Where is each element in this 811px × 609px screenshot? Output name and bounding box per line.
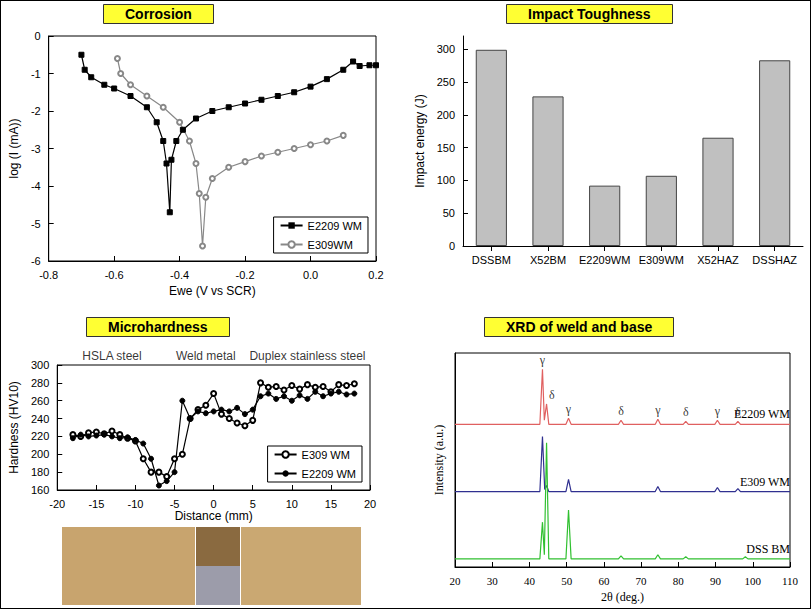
- svg-text:Duplex stainless steel: Duplex stainless steel: [249, 349, 365, 363]
- svg-text:Intensity (a.u.): Intensity (a.u.): [432, 425, 446, 495]
- svg-text:log (I (mA)): log (I (mA)): [7, 118, 21, 178]
- svg-text:240: 240: [31, 413, 49, 425]
- svg-text:γ: γ: [654, 403, 661, 417]
- svg-text:Corrosion: Corrosion: [125, 6, 192, 22]
- svg-text:30: 30: [487, 575, 499, 587]
- svg-text:-1: -1: [31, 68, 41, 80]
- svg-text:DSS BM: DSS BM: [746, 542, 790, 556]
- svg-text:0: 0: [449, 240, 455, 252]
- svg-text:300: 300: [437, 43, 455, 55]
- svg-text:DSSBM: DSSBM: [472, 254, 511, 266]
- svg-text:5: 5: [250, 498, 256, 510]
- svg-text:-15: -15: [88, 498, 104, 510]
- svg-text:γ: γ: [539, 353, 546, 367]
- svg-text:0: 0: [35, 30, 41, 42]
- svg-text:2θ (deg.): 2θ (deg.): [601, 590, 644, 604]
- svg-text:200: 200: [31, 448, 49, 460]
- svg-text:20: 20: [364, 498, 376, 510]
- svg-text:90: 90: [710, 575, 722, 587]
- svg-text:XRD of weld and base: XRD of weld and base: [506, 319, 652, 335]
- svg-text:300: 300: [31, 359, 49, 371]
- svg-text:-4: -4: [31, 180, 41, 192]
- svg-text:0: 0: [211, 498, 217, 510]
- svg-text:0.0: 0.0: [303, 269, 318, 281]
- svg-text:80: 80: [673, 575, 685, 587]
- svg-text:DSSHAZ: DSSHAZ: [752, 254, 797, 266]
- svg-text:Ewe (V vs SCR): Ewe (V vs SCR): [169, 284, 256, 298]
- svg-text:180: 180: [31, 466, 49, 478]
- svg-text:HSLA steel: HSLA steel: [82, 349, 141, 363]
- svg-text:-5: -5: [170, 498, 180, 510]
- svg-text:-6: -6: [31, 255, 41, 267]
- svg-text:100: 100: [437, 174, 455, 186]
- svg-text:70: 70: [636, 575, 648, 587]
- svg-text:-0.2: -0.2: [236, 269, 255, 281]
- svg-text:E309 WM: E309 WM: [302, 449, 350, 461]
- svg-text:E2209 WM: E2209 WM: [302, 468, 356, 480]
- svg-text:X52HAZ: X52HAZ: [697, 254, 739, 266]
- svg-text:-0.4: -0.4: [170, 269, 189, 281]
- svg-text:220: 220: [31, 430, 49, 442]
- svg-text:δ: δ: [683, 405, 689, 419]
- svg-text:X52BM: X52BM: [530, 254, 566, 266]
- svg-text:Impact Toughness: Impact Toughness: [528, 6, 651, 22]
- svg-text:-0.8: -0.8: [39, 269, 58, 281]
- svg-text:E2209 WM: E2209 WM: [734, 407, 790, 421]
- svg-text:E2209 WM: E2209 WM: [308, 220, 362, 232]
- svg-text:100: 100: [745, 575, 762, 587]
- svg-text:10: 10: [286, 498, 298, 510]
- svg-text:-20: -20: [49, 498, 65, 510]
- svg-text:Distance (mm): Distance (mm): [175, 509, 253, 523]
- svg-text:-0.6: -0.6: [105, 269, 124, 281]
- svg-text:-10: -10: [127, 498, 143, 510]
- svg-text:δ: δ: [618, 404, 624, 418]
- svg-text:γ: γ: [714, 404, 721, 418]
- svg-text:Weld metal: Weld metal: [176, 349, 236, 363]
- svg-text:-5: -5: [31, 218, 41, 230]
- svg-text:δ: δ: [549, 388, 555, 402]
- svg-text:-2: -2: [31, 105, 41, 117]
- svg-text:γ: γ: [565, 402, 572, 416]
- svg-text:250: 250: [437, 76, 455, 88]
- svg-text:Hardness (HV10): Hardness (HV10): [7, 381, 21, 474]
- svg-text:40: 40: [524, 575, 536, 587]
- svg-text:200: 200: [437, 109, 455, 121]
- svg-text:260: 260: [31, 395, 49, 407]
- svg-text:110: 110: [782, 575, 799, 587]
- svg-text:-3: -3: [31, 143, 41, 155]
- svg-text:E309WM: E309WM: [639, 254, 684, 266]
- svg-text:E309 WM: E309 WM: [740, 475, 790, 489]
- svg-text:20: 20: [450, 575, 462, 587]
- svg-text:150: 150: [437, 142, 455, 154]
- svg-text:280: 280: [31, 377, 49, 389]
- svg-text:Microhardness: Microhardness: [108, 319, 208, 335]
- svg-text:E2209WM: E2209WM: [579, 254, 630, 266]
- svg-text:50: 50: [561, 575, 573, 587]
- svg-text:Impact energy (J): Impact energy (J): [413, 94, 427, 187]
- svg-text:50: 50: [443, 207, 455, 219]
- svg-text:0.2: 0.2: [368, 269, 383, 281]
- svg-text:60: 60: [598, 575, 610, 587]
- svg-text:15: 15: [325, 498, 337, 510]
- svg-text:160: 160: [31, 484, 49, 496]
- svg-text:E309WM: E309WM: [308, 239, 353, 251]
